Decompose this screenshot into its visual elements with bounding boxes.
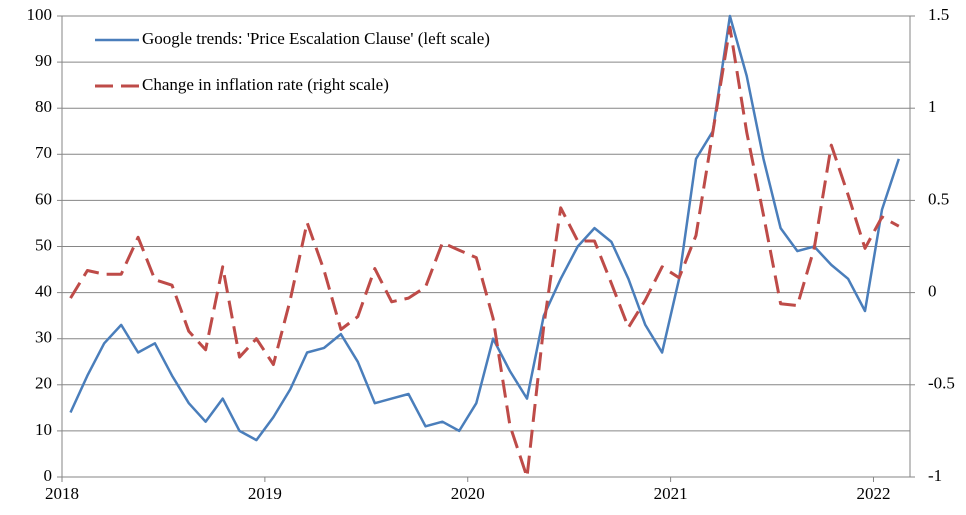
- x-tick-label: 2020: [451, 484, 485, 503]
- x-tick-label: 2018: [45, 484, 79, 503]
- y2-tick-label: 1.5: [928, 5, 949, 24]
- y-tick-label: 90: [35, 51, 52, 70]
- y2-tick-label: 0: [928, 282, 937, 301]
- y2-tick-label: -1: [928, 466, 942, 485]
- x-tick-label: 2022: [856, 484, 890, 503]
- x-tick-label: 2019: [248, 484, 282, 503]
- y-tick-label: 50: [35, 235, 52, 254]
- y2-tick-label: 0.5: [928, 189, 949, 208]
- y-tick-label: 10: [35, 420, 52, 439]
- y-tick-label: 100: [27, 5, 53, 24]
- y-tick-label: 30: [35, 328, 52, 347]
- y-tick-label: 70: [35, 143, 52, 162]
- y2-tick-label: 1: [928, 97, 937, 116]
- series-line: [69, 25, 900, 479]
- x-tick-label: 2021: [654, 484, 688, 503]
- y-tick-label: 40: [35, 282, 52, 301]
- y-tick-label: 20: [35, 374, 52, 393]
- y2-tick-label: -0.5: [928, 374, 955, 393]
- y-tick-label: 0: [44, 466, 53, 485]
- y-tick-label: 60: [35, 189, 52, 208]
- legend-label: Google trends: 'Price Escalation Clause'…: [142, 29, 490, 48]
- legend-label: Change in inflation rate (right scale): [142, 75, 389, 94]
- y-tick-label: 80: [35, 97, 52, 116]
- series-line: [69, 14, 900, 442]
